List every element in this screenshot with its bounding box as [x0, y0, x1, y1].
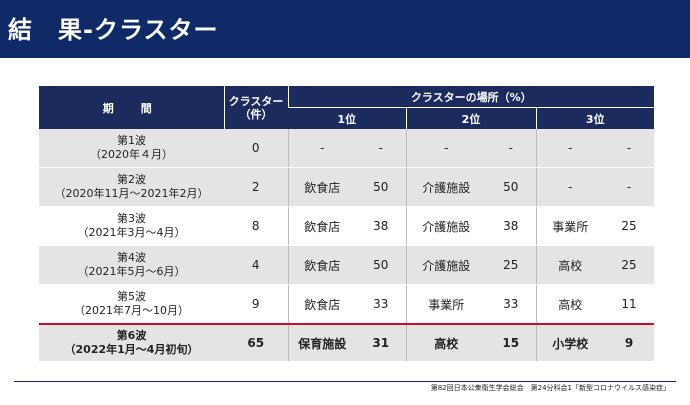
rank1-place: 飲食店 — [287, 245, 356, 285]
rank3-percent: - — [604, 167, 654, 207]
wave-label: 第5波 — [117, 290, 146, 303]
header-rank-1: 1位 — [288, 107, 406, 129]
rank2-percent: 25 — [486, 245, 536, 285]
rank3-place: 小学校 — [535, 323, 604, 362]
table-row: 第4波 （2021年5月～6月） 4 飲食店 50 介護施設 25 高校 25 — [39, 245, 654, 285]
wave-label: 第4波 — [117, 251, 146, 264]
rank3-place: 高校 — [535, 245, 604, 285]
rank2-percent: 50 — [486, 167, 536, 207]
rank2-place: 介護施設 — [405, 206, 486, 246]
period-cell: 第3波 （2021年3月～4月） — [39, 206, 224, 246]
table-row-highlight: 第6波 （2022年1月～4月初旬） 65 保育施設 31 高校 15 小学校 9 — [39, 323, 654, 362]
period-cell: 第6波 （2022年1月～4月初旬） — [39, 323, 224, 362]
header-cluster-count: クラスター （件） — [223, 86, 288, 129]
rank1-place: 飲食店 — [287, 284, 356, 325]
wave-period: （2020年11月～2021年2月） — [54, 187, 209, 200]
table-row: 第3波 （2021年3月～4月） 8 飲食店 38 介護施設 38 事業所 25 — [39, 206, 654, 246]
rank1-place: 飲食店 — [287, 167, 356, 207]
page-title: 結 果-クラスター — [8, 16, 219, 44]
rank3-percent: 25 — [604, 245, 654, 285]
wave-period: （2020年４月） — [90, 148, 173, 161]
rank1-percent: 31 — [356, 323, 406, 362]
header-rank-2: 2位 — [405, 107, 536, 129]
table-row: 第1波 （2020年４月） 0 - - - - - - — [39, 129, 654, 168]
table-row: 第5波 （2021年7月～10月） 9 飲食店 33 事業所 33 高校 11 — [39, 284, 654, 325]
rank1-place: - — [287, 129, 356, 168]
rank3-place: 事業所 — [535, 206, 604, 246]
footer-divider — [14, 381, 676, 382]
rank1-percent: - — [356, 129, 406, 168]
period-cell: 第5波 （2021年7月～10月） — [39, 284, 224, 325]
wave-label: 第2波 — [117, 173, 146, 186]
title-bar: 結 果-クラスター — [0, 0, 690, 58]
rank3-percent: 11 — [604, 284, 654, 325]
wave-label: 第6波 — [116, 329, 147, 342]
rank2-percent: 15 — [486, 323, 536, 362]
rank1-percent: 50 — [356, 167, 406, 207]
cluster-count: 4 — [224, 245, 288, 285]
wave-label: 第1波 — [117, 134, 146, 147]
wave-period: （2021年5月～6月） — [77, 265, 186, 278]
cluster-table: 期 間 クラスター （件） クラスターの場所（%） 1位 2位 3位 第1波 （2… — [39, 86, 654, 362]
wave-period: （2022年1月～4月初旬） — [64, 343, 199, 356]
rank2-place: - — [405, 129, 486, 168]
rank3-place: - — [535, 129, 604, 168]
period-cell: 第1波 （2020年４月） — [39, 129, 224, 168]
rank3-place: 高校 — [535, 284, 604, 325]
rank1-place: 保育施設 — [287, 323, 356, 362]
header-places: クラスターの場所（%） — [287, 86, 654, 108]
period-cell: 第2波 （2020年11月～2021年2月） — [39, 167, 224, 207]
rank3-percent: 25 — [604, 206, 654, 246]
rank2-percent: 38 — [486, 206, 536, 246]
rank1-percent: 38 — [356, 206, 406, 246]
rank1-percent: 33 — [356, 284, 406, 325]
rank1-percent: 50 — [356, 245, 406, 285]
cluster-count: 9 — [224, 284, 288, 325]
rank2-percent: 33 — [486, 284, 536, 325]
rank2-place: 事業所 — [405, 284, 486, 325]
header-period: 期 間 — [39, 86, 224, 129]
wave-label: 第3波 — [117, 212, 146, 225]
wave-period: （2021年7月～10月） — [74, 304, 189, 317]
rank3-place: - — [535, 167, 604, 207]
footer-text: 第82回日本公衆衛生学会総会 第24分科会1「新型コロナウイルス感染症」 — [430, 384, 670, 392]
rank3-percent: 9 — [604, 323, 654, 362]
cluster-count: 2 — [224, 167, 288, 207]
table-row: 第2波 （2020年11月～2021年2月） 2 飲食店 50 介護施設 50 -… — [39, 167, 654, 207]
rank2-percent: - — [486, 129, 536, 168]
period-cell: 第4波 （2021年5月～6月） — [39, 245, 224, 285]
cluster-count: 8 — [224, 206, 288, 246]
rank2-place: 高校 — [405, 323, 486, 362]
cluster-count: 0 — [224, 129, 288, 168]
rank1-place: 飲食店 — [287, 206, 356, 246]
rank2-place: 介護施設 — [405, 167, 486, 207]
rank2-place: 介護施設 — [405, 245, 486, 285]
cluster-count: 65 — [224, 323, 288, 362]
header-rank-3: 3位 — [535, 107, 654, 129]
wave-period: （2021年3月～4月） — [77, 226, 186, 239]
rank3-percent: - — [604, 129, 654, 168]
